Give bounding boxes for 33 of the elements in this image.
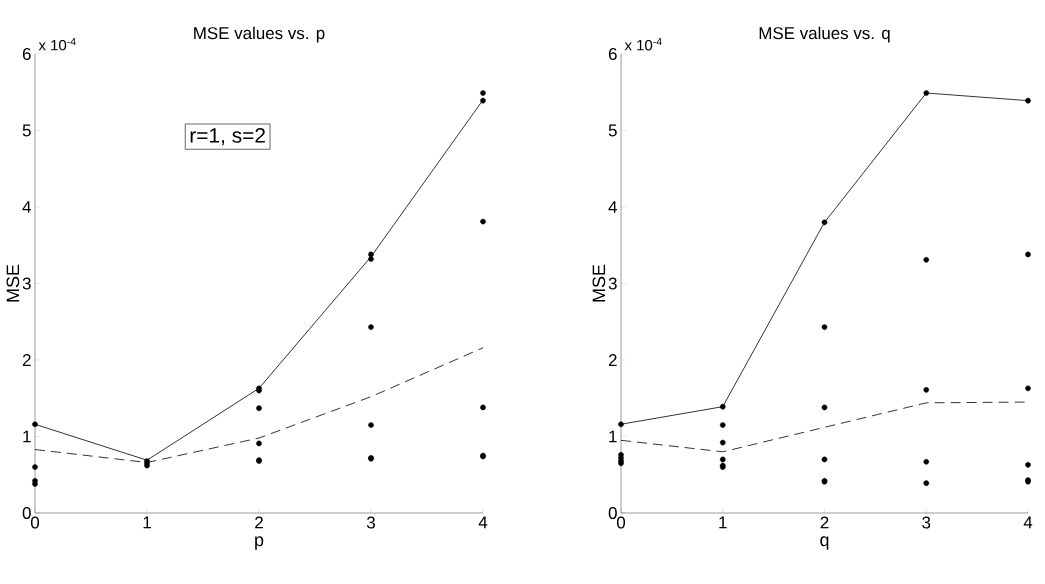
- x-tick-label: 4: [478, 516, 488, 529]
- x-tick-label: 2: [820, 516, 829, 529]
- text: x 10$^{-4}$: [38, 37, 76, 51]
- annotation: r=1, s=2: [190, 127, 265, 146]
- y-tick-label: 5: [608, 124, 617, 137]
- text: x 10$^{-4}$: [624, 37, 662, 51]
- y-tick-label: 2: [608, 354, 617, 366]
- y-tick-label: 3: [22, 277, 31, 290]
- x-tick-label: 1: [719, 516, 727, 529]
- x-tick-label: 3: [366, 516, 375, 529]
- y-tick-label: 0: [608, 507, 617, 519]
- x-tick-label: 3: [922, 516, 931, 529]
- x-tick-label: 0: [616, 516, 626, 529]
- chart-title: MSE values vs. p: [194, 26, 325, 43]
- x-axis-title: q: [820, 536, 829, 550]
- x-tick-label: 0: [30, 516, 40, 529]
- y-tick-label: 4: [608, 201, 617, 213]
- y-axis-title: MSE: [6, 264, 20, 302]
- y-tick-label: 1: [609, 430, 617, 443]
- y-tick-label: 5: [22, 124, 31, 137]
- chart-title: MSE values vs. q: [759, 26, 890, 43]
- y-tick-label: 6: [608, 48, 617, 60]
- x-tick-label: 1: [143, 516, 151, 529]
- y-tick-label: 0: [22, 507, 31, 519]
- y-tick-label: 2: [22, 354, 31, 366]
- y-tick-label: 4: [22, 201, 31, 213]
- y-tick-label: 6: [22, 48, 31, 60]
- y-tick-label: 3: [608, 277, 617, 290]
- x-tick-label: 4: [1023, 516, 1033, 529]
- x-tick-label: 2: [255, 516, 263, 529]
- y-axis-title: MSE: [592, 264, 606, 302]
- y-tick-label: 1: [23, 430, 31, 443]
- x-axis-title: p: [255, 536, 264, 550]
